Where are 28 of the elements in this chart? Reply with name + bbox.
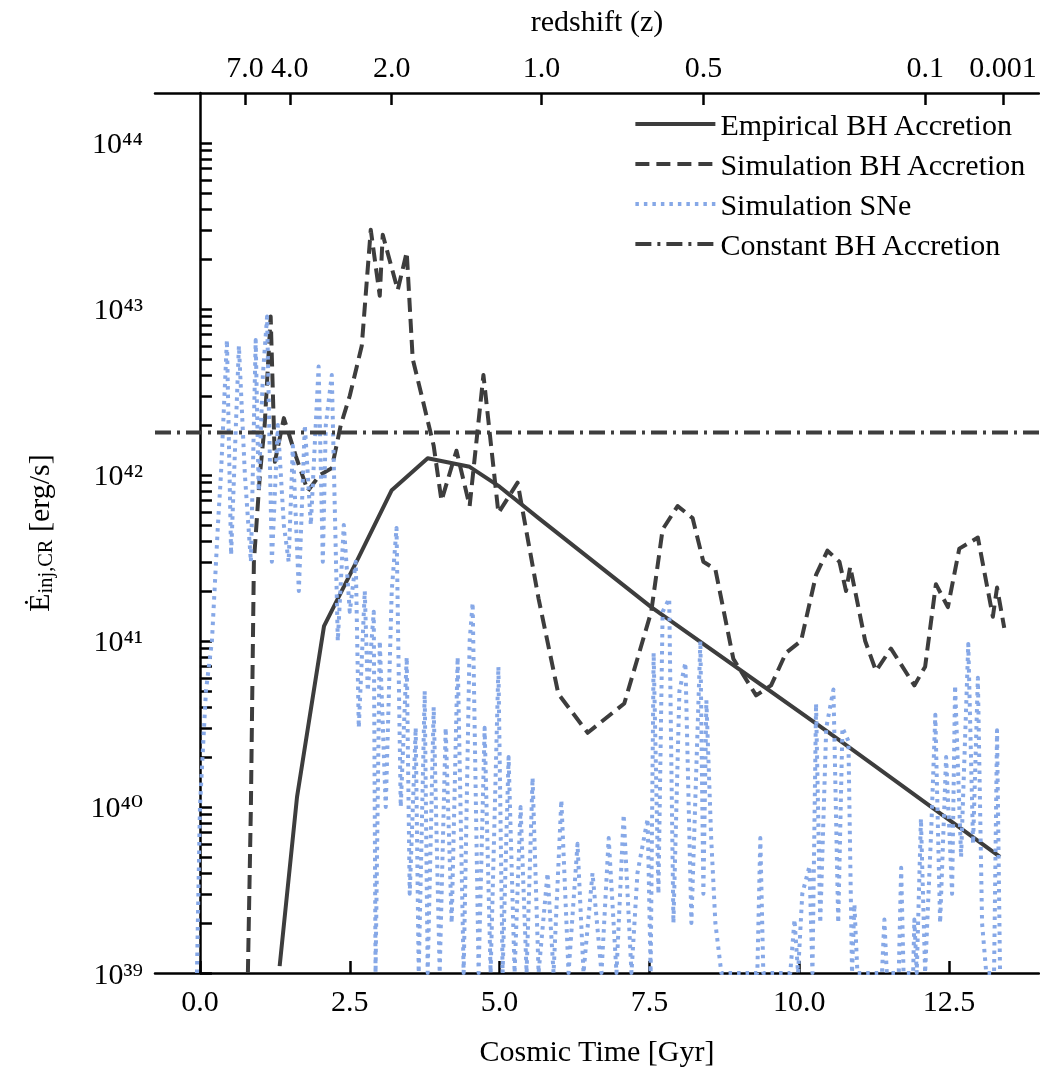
legend-label: Empirical BH Accretion xyxy=(720,107,1012,141)
x-tick-label: 12.5 xyxy=(922,983,976,1017)
annotation: 0.5 xyxy=(684,49,723,83)
line-series xyxy=(277,456,1003,969)
annotation: 4.0 xyxy=(271,49,309,83)
legend-label: Simulation BH Accretion xyxy=(720,147,1026,181)
y-tick-label: 10⁴¹ xyxy=(93,624,143,658)
y-tick-label: 10⁴⁴ xyxy=(92,126,143,160)
line-series xyxy=(194,314,1003,975)
y-tick-label: 10⁴⁰ xyxy=(90,790,143,824)
x-tick-label: 0.0 xyxy=(181,983,219,1017)
annotation: 0.1 xyxy=(906,49,944,83)
x2-axis-title: redshift (z) xyxy=(530,3,664,38)
x-tick-label: 2.5 xyxy=(331,983,369,1017)
legend-label: Simulation SNe xyxy=(720,187,912,221)
y-tick-label: 10⁴³ xyxy=(93,292,144,326)
y-axis-title: Ėinj,CR [erg/s] xyxy=(21,454,57,612)
y-tick-label: 10⁴² xyxy=(93,458,144,492)
x-tick-label: 7.5 xyxy=(630,983,669,1017)
x-tick-label: 5.0 xyxy=(480,983,519,1017)
annotation: 7.0 xyxy=(226,49,264,83)
legend-label: Constant BH Accretion xyxy=(720,227,1001,261)
x-axis-title: Cosmic Time [Gyr] xyxy=(479,1033,715,1067)
annotation: 0.001 xyxy=(969,49,1037,83)
y-tick-label: 10³⁹ xyxy=(93,956,143,990)
x-tick-label: 10.0 xyxy=(773,983,826,1017)
annotation: 2.0 xyxy=(372,49,411,83)
annotation: 1.0 xyxy=(522,49,561,83)
